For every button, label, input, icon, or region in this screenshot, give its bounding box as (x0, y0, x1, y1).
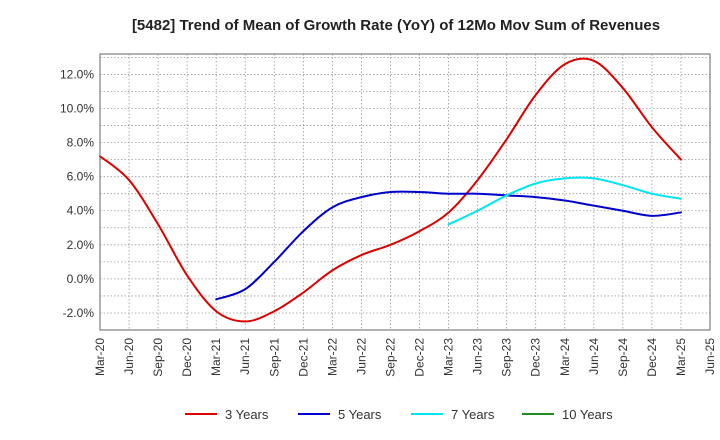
y-axis: -2.0% 0.0% 2.0% 4.0% 6.0% 8.0% 10.0% 12.0% (60, 67, 94, 320)
chart-title: [5482] Trend of Mean of Growth Rate (YoY… (132, 17, 660, 34)
x-tick-label: Mar-25 (674, 338, 688, 376)
x-tick-label: Mar-24 (558, 338, 572, 376)
grid-lines (100, 54, 710, 331)
y-tick-label: 12.0% (60, 67, 94, 81)
x-tick-label: Jun-25 (703, 338, 717, 375)
y-tick-label: 10.0% (60, 102, 94, 116)
x-tick-label: Jun-22 (354, 338, 368, 375)
legend-label-5-years: 5 Years (338, 407, 382, 422)
legend-label-7-years: 7 Years (451, 407, 495, 422)
y-tick-label: -2.0% (63, 306, 95, 320)
x-tick-label: Sep-24 (616, 338, 630, 377)
x-tick-label: Jun-24 (587, 338, 601, 375)
x-tick-label: Dec-21 (296, 338, 310, 377)
x-tick-label: Mar-22 (325, 338, 339, 376)
plot-border (99, 53, 711, 331)
x-tick-label: Dec-24 (645, 338, 659, 377)
y-tick-label: 0.0% (67, 272, 95, 286)
x-tick-label: Mar-21 (209, 338, 223, 376)
y-tick-label: 2.0% (67, 238, 95, 252)
legend-label-3-years: 3 Years (225, 407, 269, 422)
legend: 3 Years 5 Years 7 Years 10 Years (185, 407, 613, 422)
x-tick-label: Dec-22 (413, 338, 427, 377)
y-tick-label: 4.0% (67, 204, 95, 218)
x-tick-label: Sep-22 (383, 338, 397, 377)
x-tick-label: Mar-23 (442, 338, 456, 376)
x-tick-label: Sep-20 (151, 338, 165, 377)
series-line-3-years (99, 57, 682, 323)
x-tick-label: Jun-23 (471, 338, 485, 375)
x-tick-label: Dec-23 (529, 338, 543, 377)
x-tick-label: Jun-20 (122, 338, 136, 375)
x-tick-label: Sep-21 (267, 338, 281, 377)
legend-label-10-years: 10 Years (562, 407, 613, 422)
y-tick-label: 6.0% (67, 170, 95, 184)
series-line-5-years (215, 190, 682, 301)
x-axis: Mar-20 Jun-20 Sep-20 Dec-20 Mar-21 Jun-21 Sep-… (93, 338, 717, 377)
x-tick-label: Jun-21 (238, 338, 252, 375)
y-tick-label: 8.0% (67, 136, 95, 150)
series-line-7-years (447, 176, 682, 226)
series-group (99, 57, 682, 323)
x-tick-label: Dec-20 (180, 338, 194, 377)
x-tick-label: Mar-20 (93, 338, 107, 376)
x-tick-label: Sep-23 (500, 338, 514, 377)
